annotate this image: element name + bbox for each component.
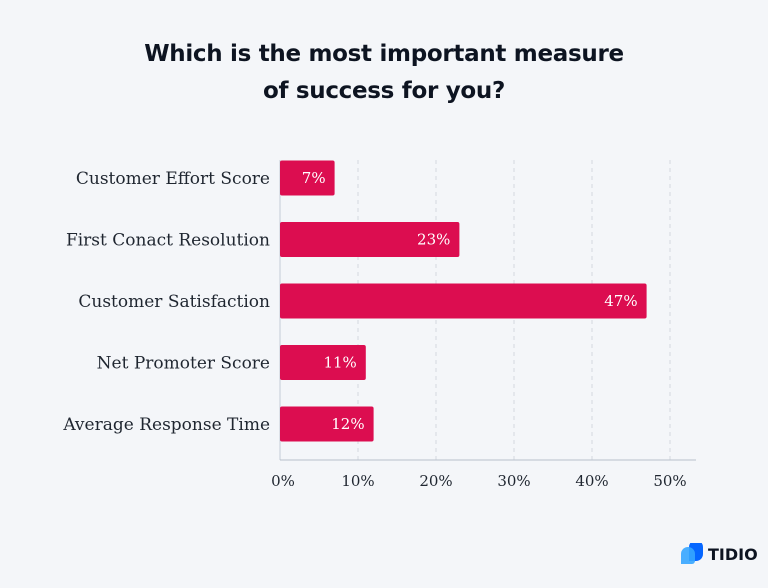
x-tick-label: 20% <box>419 472 452 490</box>
tidio-logo: TIDIO <box>680 543 758 565</box>
category-label: Customer Satisfaction <box>78 292 270 312</box>
logo-text: TIDIO <box>708 544 758 564</box>
x-tick-label: 30% <box>497 472 530 490</box>
x-tick-label: 10% <box>341 472 374 490</box>
chart-title: Which is the most important measure of s… <box>144 41 624 104</box>
x-tick-label: 40% <box>575 472 608 490</box>
bar <box>280 345 366 380</box>
data-label: 12% <box>331 415 364 433</box>
x-tick-label: 0% <box>271 472 295 490</box>
category-label: Average Response Time <box>62 415 270 435</box>
tidio-logo-icon <box>681 543 703 564</box>
bar <box>280 406 374 442</box>
bar <box>280 160 335 196</box>
x-tick-label: 50% <box>653 472 686 490</box>
category-label: First Conact Resolution <box>66 231 270 251</box>
data-label: 23% <box>417 231 450 249</box>
data-label: 11% <box>323 354 356 372</box>
data-label: 47% <box>604 292 637 310</box>
bar <box>280 283 647 319</box>
data-label: 7% <box>302 169 326 187</box>
category-label: Net Promoter Score <box>97 354 270 374</box>
bar <box>280 222 460 257</box>
category-label: Customer Effort Score <box>76 169 270 189</box>
